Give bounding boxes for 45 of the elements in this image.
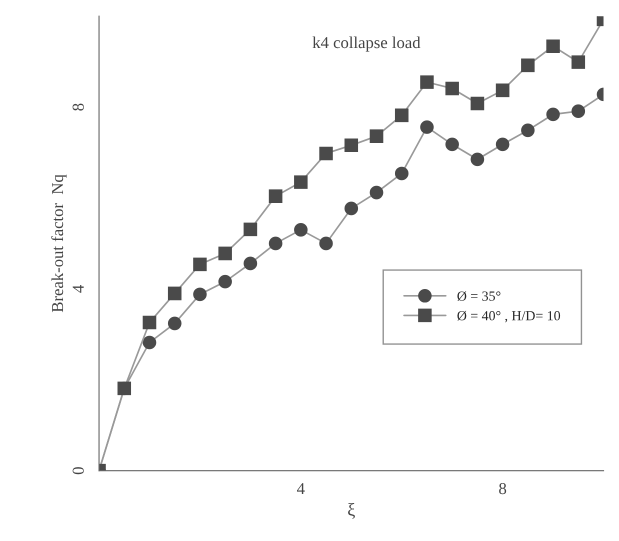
point [268, 236, 282, 250]
point [319, 146, 333, 160]
y-tick-label: 8 [72, 104, 84, 111]
point [244, 256, 258, 270]
point [117, 382, 132, 396]
point [572, 55, 586, 69]
legend-label: Ø = 40° , H/D= 10 [457, 310, 560, 322]
point [496, 138, 510, 152]
point [294, 223, 308, 237]
point [370, 129, 384, 143]
point [319, 236, 333, 250]
y-axis-title: Break-out factor Nq [51, 174, 67, 312]
point [420, 75, 434, 89]
point [344, 138, 358, 152]
point [394, 166, 408, 180]
point [218, 274, 232, 288]
point [496, 84, 510, 98]
point [445, 82, 459, 96]
point [470, 96, 484, 110]
point [268, 189, 282, 203]
point [470, 152, 484, 166]
point [193, 258, 207, 272]
point [445, 138, 459, 152]
point [142, 316, 156, 330]
point [218, 246, 232, 260]
point [142, 336, 156, 350]
point [521, 58, 535, 72]
annotation: k4 collapse load [312, 36, 420, 52]
point [168, 286, 182, 300]
legend-label: Ø = 35° [457, 291, 500, 302]
point [572, 104, 586, 118]
y-tick-label: 0 [72, 467, 84, 474]
point [168, 316, 182, 330]
point [193, 288, 207, 302]
y-tick-label: 4 [72, 284, 84, 293]
point [546, 108, 560, 122]
point [394, 108, 408, 122]
point [370, 186, 384, 200]
point [344, 202, 358, 216]
point [546, 39, 560, 53]
point [521, 124, 535, 138]
x-axis-title: ξ [348, 503, 355, 519]
point [420, 120, 434, 134]
point [294, 175, 308, 189]
point [244, 222, 258, 236]
